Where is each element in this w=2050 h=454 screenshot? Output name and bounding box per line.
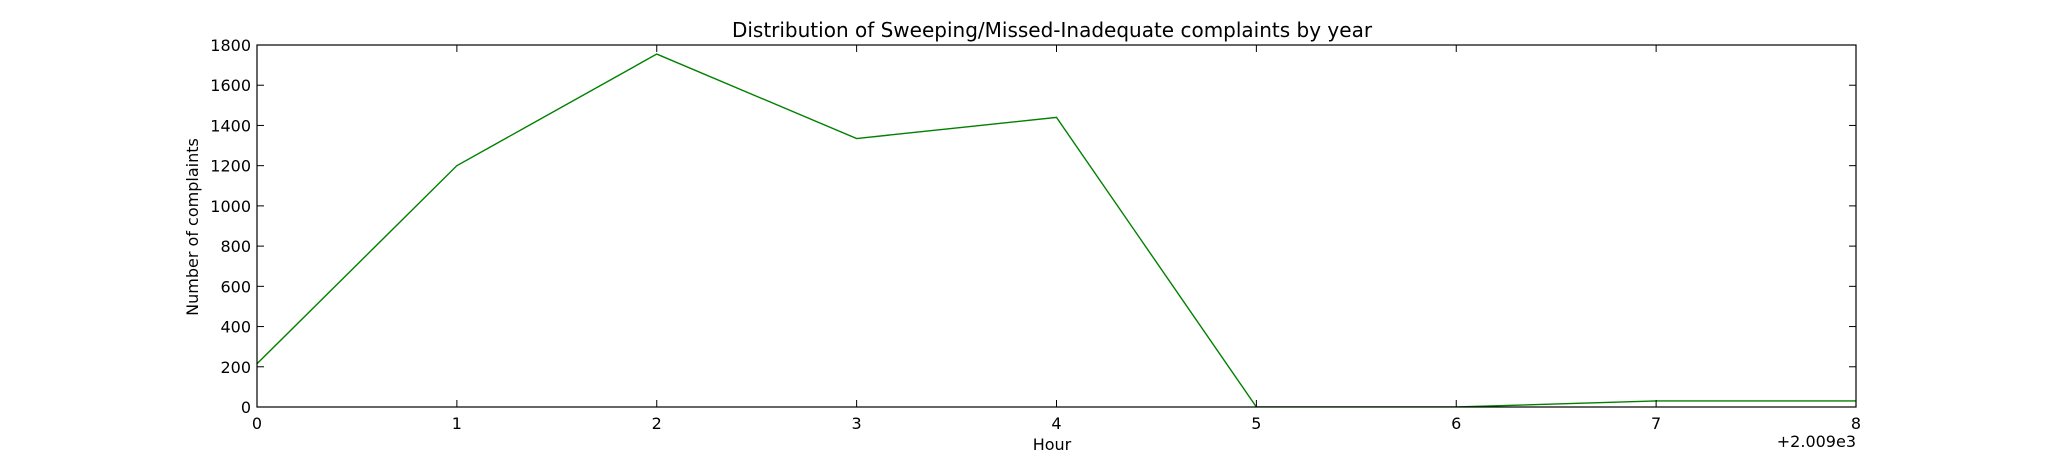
y-tick-label: 1400: [210, 116, 251, 135]
y-tick-label: 1200: [210, 157, 251, 176]
x-tick-label: 6: [1451, 414, 1461, 433]
plot-area: 0 1 2 3 4 5 6 7 8 0 200 400 600 800 1000 1200 1400 1600 18…: [210, 36, 1861, 433]
x-tick-label: 2: [652, 414, 662, 433]
x-tick-label: 5: [1251, 414, 1261, 433]
x-tick-label: 0: [252, 414, 262, 433]
x-tick-label: 8: [1851, 414, 1861, 433]
series-line-0: [257, 53, 1856, 407]
x-axis-offset-label: +2.009e3: [1777, 432, 1856, 450]
y-tick-label: 800: [220, 237, 251, 256]
x-axis-title: Hour: [1033, 435, 1072, 450]
y-tick-label: 600: [220, 277, 251, 296]
y-tick-label: 0: [241, 398, 251, 417]
y-tick-label: 1800: [210, 36, 251, 55]
y-tick-label: 200: [220, 358, 251, 377]
y-axis-title: Number of complaints: [183, 138, 202, 316]
y-tick-label: 1000: [210, 197, 251, 216]
x-tick-label: 4: [1051, 414, 1061, 433]
chart-title: Distribution of Sweeping/Missed-Inadequa…: [732, 18, 1373, 42]
y-tick-label: 1600: [210, 76, 251, 95]
x-tick-label: 7: [1651, 414, 1661, 433]
x-tick-label: 1: [452, 414, 462, 433]
y-tick-label: 400: [220, 318, 251, 337]
x-tick-label: 3: [852, 414, 862, 433]
plot-frame: [256, 44, 1857, 408]
